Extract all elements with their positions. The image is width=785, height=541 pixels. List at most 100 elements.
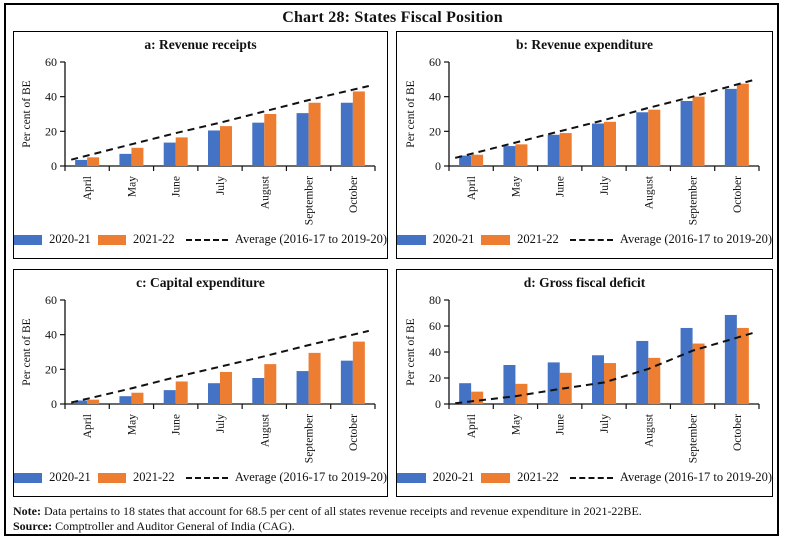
panel-revenue-receipts: a: Revenue receipts 0 20 40 60 Per cent of B… [13, 31, 388, 259]
bar-chart-capital-expenditure: 0 20 40 60 Per cent of BE April May June July Aug… [21, 293, 376, 463]
bar-2020-21-october [724, 88, 737, 166]
bar-2021-22-may [130, 147, 143, 166]
x-category-label-september: September [303, 414, 315, 463]
legend-label-2021-22: 2021-22 [132, 232, 175, 246]
legend-swatch-2020-21 [14, 472, 43, 483]
bar-2021-22-september [308, 352, 321, 404]
legend-swatch-2021-22 [97, 234, 126, 245]
y-tick-label: 60 [429, 55, 441, 69]
legend-label-2020-21: 2020-21 [432, 232, 475, 246]
x-category-label-july: July [599, 176, 611, 195]
x-category-label-june: June [170, 414, 182, 435]
chart-legend: 2020-21 2021-22 Average (2016-17 to 2019… [397, 470, 772, 485]
x-category-label-may: May [126, 414, 138, 435]
legend-swatch-2020-21 [397, 472, 426, 483]
x-category-label-september: September [303, 176, 315, 225]
y-tick-label: 20 [45, 362, 57, 376]
panel-title: d: Gross fiscal deficit [523, 275, 646, 290]
bar-2021-22-july [603, 363, 616, 404]
bar-2021-22-september [692, 96, 705, 166]
x-category-label-april: April [466, 176, 478, 200]
legend-swatch-2021-22 [97, 472, 126, 483]
x-category-label-august: August [643, 175, 655, 209]
page-border [4, 3, 779, 536]
x-category-label-august: August [259, 175, 271, 209]
x-category-label-april: April [82, 176, 94, 200]
bar-2020-21-april [458, 383, 471, 404]
legend-swatch-2021-22 [481, 234, 511, 245]
y-axis-label: Per cent of BE [405, 80, 417, 147]
y-axis-label: Per cent of BE [21, 80, 33, 147]
bar-2020-21-july [207, 130, 220, 166]
x-category-label-july: July [215, 414, 227, 433]
bar-2020-21-july [207, 383, 220, 404]
legend-dash-average [569, 476, 613, 479]
note-text: Data pertains to 18 states that account … [40, 504, 642, 518]
x-category-label-october: October [347, 176, 359, 213]
bar-2020-21-august [251, 378, 264, 404]
x-category-label-october: October [347, 414, 359, 451]
note-label: Note: [13, 504, 41, 518]
chart-legend: 2020-21 2021-22 Average (2016-17 to 2019… [14, 232, 387, 247]
y-tick-label: 40 [45, 90, 57, 104]
x-category-label-august: August [259, 413, 271, 447]
legend-dash-average [185, 476, 228, 479]
y-tick-label: 60 [429, 319, 441, 333]
source-line: Source: Comptroller and Auditor General … [13, 519, 773, 534]
bar-2021-22-august [263, 364, 276, 404]
panel-title: a: Revenue receipts [144, 37, 257, 52]
bar-chart-gross-fiscal-deficit: 0 20 40 60 80 Per cent of BE April May June July A… [405, 293, 760, 463]
y-tick-label: 80 [429, 293, 441, 307]
legend-label-average: Average (2016-17 to 2019-20) [619, 232, 773, 246]
x-category-label-may: May [126, 176, 138, 197]
legend-label-2021-22: 2021-22 [517, 232, 559, 246]
bar-2021-22-april [86, 157, 99, 166]
note-line: Note: Data pertains to 18 states that ac… [13, 504, 773, 519]
bar-2020-21-may [118, 153, 131, 166]
bar-2021-22-june [175, 381, 188, 404]
x-category-label-october: October [731, 414, 743, 451]
bar-2020-21-september [296, 113, 309, 166]
footnotes: Note: Data pertains to 18 states that ac… [13, 504, 773, 534]
y-axis-label: Per cent of BE [21, 318, 33, 385]
legend-label-2021-22: 2021-22 [132, 470, 175, 484]
panel-title: b: Revenue expenditure [516, 37, 653, 52]
bar-2021-22-october [736, 327, 749, 404]
bar-2020-21-october [340, 102, 353, 166]
bar-2021-22-april [86, 399, 99, 404]
x-category-label-september: September [687, 176, 699, 225]
x-category-label-april: April [82, 414, 94, 438]
bar-2021-22-august [263, 114, 276, 166]
bar-2020-21-may [502, 146, 515, 166]
y-tick-label: 0 [51, 397, 57, 411]
panel-capital-expenditure: c: Capital expenditure 0 20 40 60 Per cent o… [13, 269, 388, 497]
source-text: Comptroller and Auditor General of India… [52, 519, 295, 533]
bar-2021-22-august [647, 357, 660, 404]
bar-2021-22-may [514, 144, 527, 166]
y-tick-label: 20 [45, 124, 57, 138]
y-tick-label: 60 [45, 55, 57, 69]
bar-2020-21-october [724, 314, 737, 404]
y-tick-label: 0 [435, 397, 441, 411]
legend-swatch-2020-21 [14, 234, 43, 245]
legend-label-2020-21: 2020-21 [49, 470, 91, 484]
bar-2021-22-july [219, 371, 232, 404]
bar-2021-22-october [352, 91, 365, 166]
bar-2020-21-september [296, 371, 309, 404]
y-tick-label: 60 [45, 293, 57, 307]
bar-2020-21-april [74, 400, 87, 404]
x-category-label-may: May [510, 414, 522, 435]
bar-chart-revenue-receipts: 0 20 40 60 Per cent of BE April May June July Aug… [21, 55, 376, 225]
chart-legend: 2020-21 2021-22 Average (2016-17 to 2019… [397, 232, 772, 247]
y-axis-label: Per cent of BE [405, 318, 417, 385]
bar-2020-21-august [635, 340, 648, 404]
bar-2021-22-april [470, 154, 483, 166]
bar-2020-21-april [74, 159, 87, 166]
bar-2020-21-august [251, 122, 264, 166]
x-category-label-july: July [215, 176, 227, 195]
bar-2021-22-august [647, 109, 660, 166]
y-tick-label: 40 [45, 328, 57, 342]
legend-label-average: Average (2016-17 to 2019-20) [619, 470, 773, 484]
y-tick-label: 0 [51, 159, 57, 173]
x-category-label-august: August [643, 413, 655, 447]
